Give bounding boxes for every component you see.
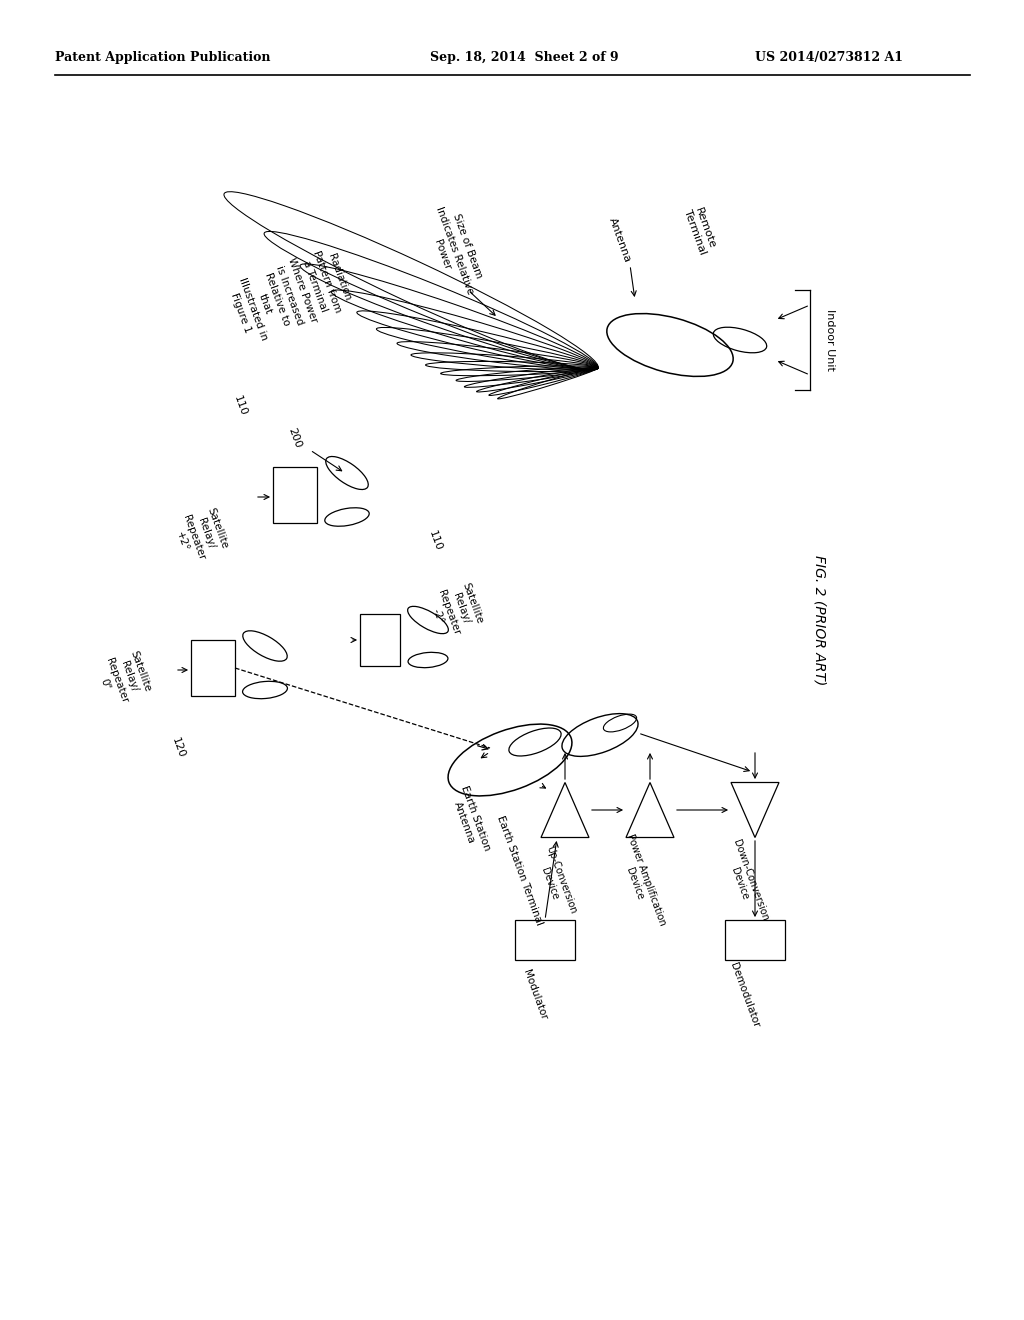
Text: Earth Station
Antenna: Earth Station Antenna [447,784,493,855]
Bar [273,467,317,523]
Text: 110: 110 [231,393,248,417]
Text: Indoor Unit: Indoor Unit [825,309,835,371]
Text: Modulator: Modulator [521,969,549,1022]
Bar [191,640,234,696]
Text: Remote
Terminal: Remote Terminal [682,205,718,256]
Text: US 2014/0273812 A1: US 2014/0273812 A1 [755,51,903,65]
Text: Sep. 18, 2014  Sheet 2 of 9: Sep. 18, 2014 Sheet 2 of 9 [430,51,618,65]
Text: 200: 200 [287,426,303,450]
Text: Size of Beam
Indicates Relative
Power: Size of Beam Indicates Relative Power [422,201,488,300]
Text: Down-Conversion
Device: Down-Conversion Device [720,838,770,927]
Text: Patent Application Publication: Patent Application Publication [55,51,270,65]
Text: Power Amplification
Device: Power Amplification Device [613,833,667,932]
Text: Up-Conversion
Device: Up-Conversion Device [532,845,578,920]
Text: Earth Station Terminal: Earth Station Terminal [496,814,545,927]
Text: Satellite
Relay/
Repeater
-2°: Satellite Relay/ Repeater -2° [425,579,485,640]
Text: 120: 120 [170,737,186,760]
Text: FIG. 2 (PRIOR ART): FIG. 2 (PRIOR ART) [813,554,827,685]
Bar [725,920,785,960]
Text: Antenna: Antenna [607,216,633,264]
Text: Demodulator: Demodulator [729,961,762,1028]
Text: Satellite
Relay/
Repeater
0": Satellite Relay/ Repeater 0" [93,648,154,709]
Text: Satellite
Relay/
Repeater
+2°: Satellite Relay/ Repeater +2° [170,504,230,565]
Text: 110: 110 [427,529,443,552]
Bar [360,614,400,667]
Bar [515,920,575,960]
Text: Radiation
Pattern from
a Terminal
Where Power
is Increased
Relative to
that
Illu: Radiation Pattern from a Terminal Where … [224,243,356,347]
